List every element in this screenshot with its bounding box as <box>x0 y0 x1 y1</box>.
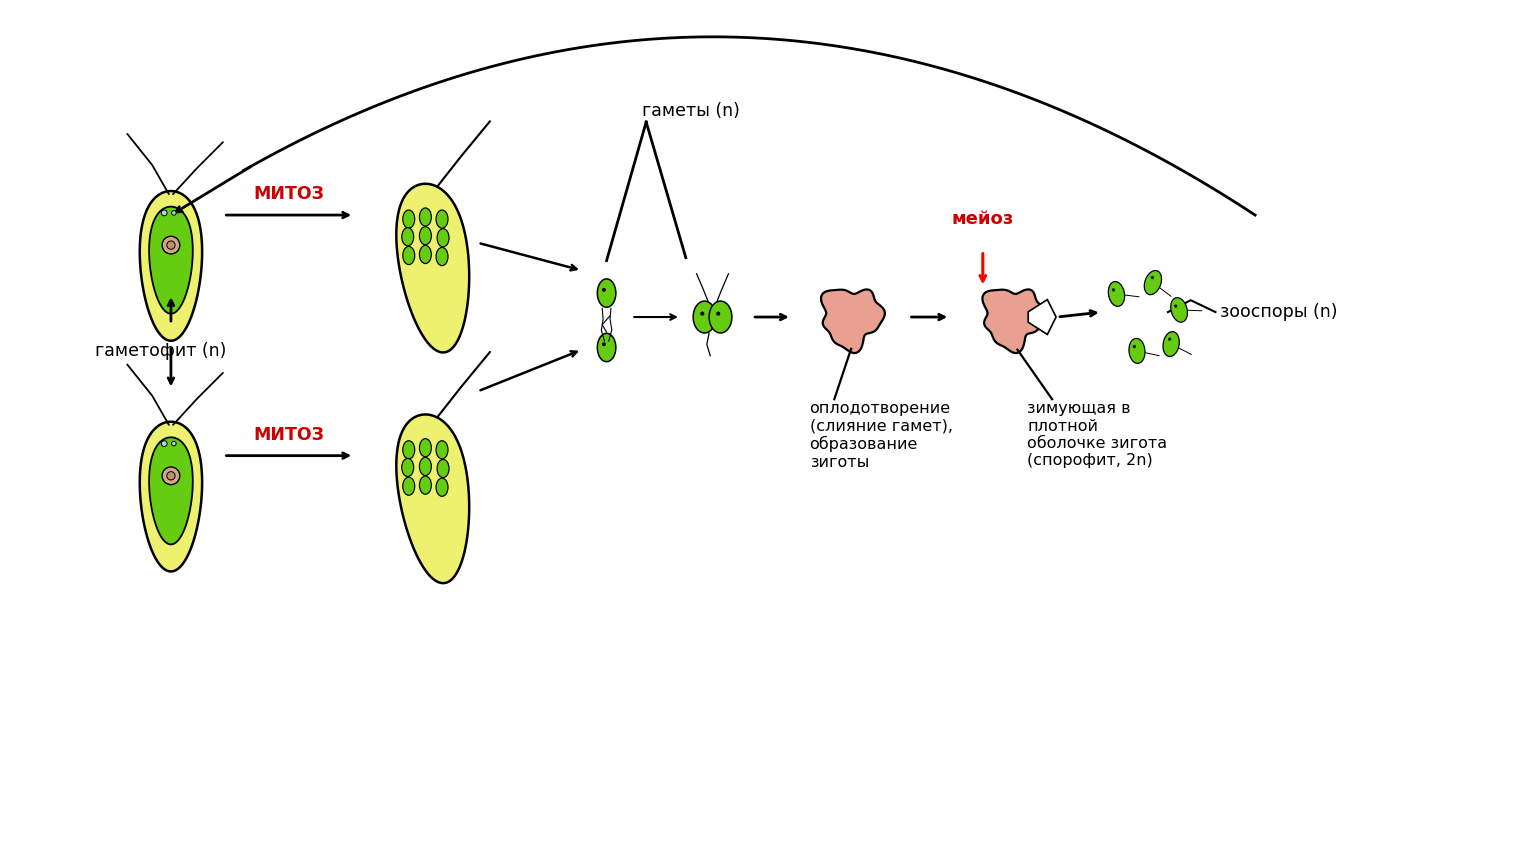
Polygon shape <box>1109 282 1125 306</box>
Ellipse shape <box>402 458 414 477</box>
Ellipse shape <box>419 439 431 457</box>
Circle shape <box>171 210 176 215</box>
Polygon shape <box>139 421 202 571</box>
Ellipse shape <box>436 247 448 266</box>
Polygon shape <box>1027 299 1057 335</box>
Ellipse shape <box>419 476 431 495</box>
Circle shape <box>1168 337 1171 341</box>
Circle shape <box>161 210 167 216</box>
Ellipse shape <box>437 229 450 247</box>
Ellipse shape <box>437 459 450 478</box>
Circle shape <box>602 342 605 346</box>
Text: МИТОЗ: МИТОЗ <box>254 426 324 444</box>
Circle shape <box>716 311 720 315</box>
Ellipse shape <box>419 458 431 475</box>
Circle shape <box>602 288 605 292</box>
Ellipse shape <box>436 441 448 459</box>
Text: зимующая в
плотной
оболочке зигота
(спорофит, 2n): зимующая в плотной оболочке зигота (спор… <box>1027 401 1168 468</box>
Polygon shape <box>1144 271 1162 294</box>
Polygon shape <box>821 289 885 353</box>
Circle shape <box>1151 276 1154 279</box>
Ellipse shape <box>402 246 414 265</box>
Polygon shape <box>1164 331 1179 357</box>
Ellipse shape <box>402 210 414 228</box>
Ellipse shape <box>402 228 414 246</box>
Ellipse shape <box>436 210 448 228</box>
Text: зооспоры (n): зооспоры (n) <box>1220 303 1338 321</box>
Circle shape <box>1112 288 1115 292</box>
Polygon shape <box>983 289 1046 353</box>
Text: мейоз: мейоз <box>951 210 1014 228</box>
Polygon shape <box>396 184 469 352</box>
Circle shape <box>171 442 176 446</box>
Polygon shape <box>1171 298 1188 322</box>
Circle shape <box>167 241 176 249</box>
Circle shape <box>162 236 180 254</box>
Ellipse shape <box>402 477 414 495</box>
Circle shape <box>1133 345 1136 348</box>
Polygon shape <box>598 333 616 362</box>
Circle shape <box>162 467 180 484</box>
Polygon shape <box>139 191 202 341</box>
Ellipse shape <box>436 479 448 496</box>
Text: оплодотворение
(слияние гамет),
образование
зиготы: оплодотворение (слияние гамет), образова… <box>809 401 953 470</box>
Polygon shape <box>150 207 193 314</box>
Circle shape <box>700 311 705 315</box>
Polygon shape <box>693 301 716 333</box>
Ellipse shape <box>419 227 431 245</box>
Text: гаметофит (n): гаметофит (n) <box>95 341 226 360</box>
Polygon shape <box>1128 338 1145 363</box>
Circle shape <box>167 472 176 480</box>
Ellipse shape <box>419 208 431 226</box>
Polygon shape <box>709 301 732 333</box>
Polygon shape <box>598 279 616 307</box>
Circle shape <box>1174 304 1177 308</box>
Circle shape <box>161 441 167 447</box>
Polygon shape <box>150 437 193 544</box>
Text: МИТОЗ: МИТОЗ <box>254 185 324 204</box>
Ellipse shape <box>402 441 414 459</box>
Polygon shape <box>396 415 469 583</box>
Text: гаметы (n): гаметы (n) <box>642 103 740 120</box>
Ellipse shape <box>419 246 431 263</box>
